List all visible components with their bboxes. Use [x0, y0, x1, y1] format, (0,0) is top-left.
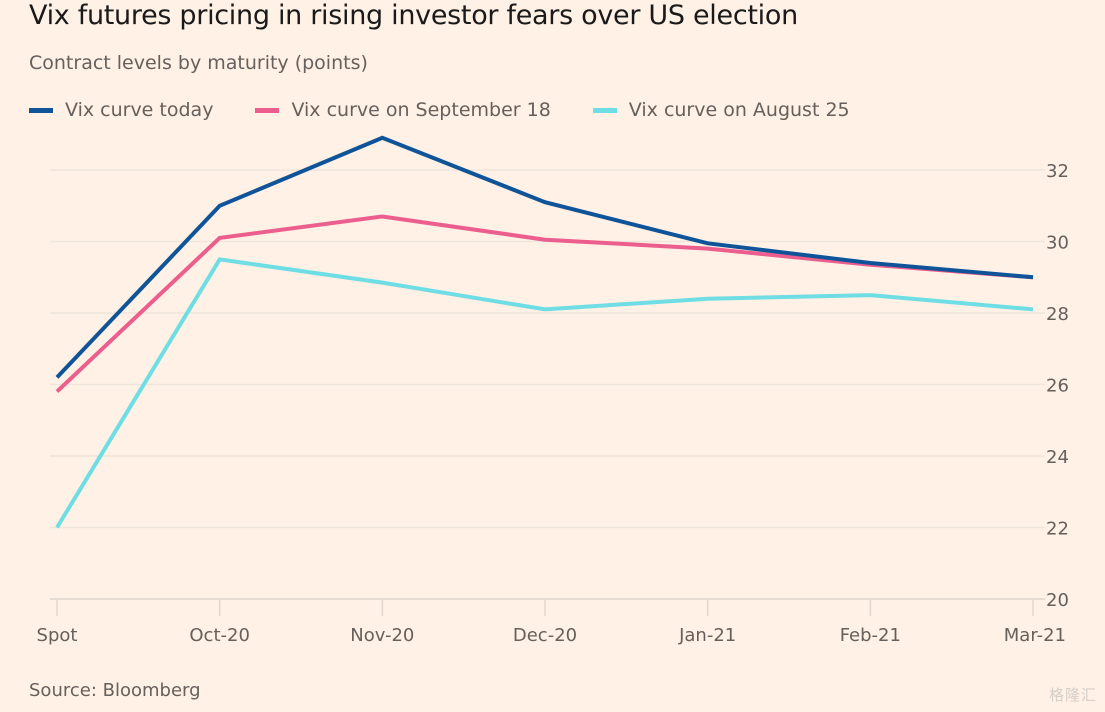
legend-swatch-august — [592, 107, 617, 113]
legend-swatch-today — [29, 107, 53, 113]
legend-swatch-september — [255, 107, 280, 113]
gridlines — [50, 169, 1045, 600]
series-line-september-18 — [55, 214, 1034, 394]
series-lines — [55, 135, 1034, 529]
legend: Vix curve today Vix curve on September 1… — [29, 99, 892, 121]
legend-item-august: Vix curve on August 25 — [592, 99, 850, 121]
x-tick-label: Spot — [37, 625, 78, 646]
watermark: 格隆汇 — [1048, 686, 1097, 704]
x-tick-label: Dec-20 — [513, 625, 577, 646]
y-tick-label: 24 — [1046, 447, 1069, 468]
source-note: Source: Bloomberg — [29, 680, 201, 701]
y-axis: 20 22 24 26 28 30 32 — [1046, 161, 1069, 611]
x-tick-label: Feb-21 — [840, 625, 901, 646]
x-tick-label: Oct-20 — [189, 625, 250, 646]
x-tick-label: Jan-21 — [678, 625, 736, 646]
chart-title: Vix futures pricing in rising investor f… — [29, 0, 798, 31]
y-tick-label: 22 — [1046, 519, 1069, 540]
y-tick-label: 30 — [1046, 233, 1069, 254]
x-tick-label: Mar-21 — [1004, 625, 1066, 646]
legend-item-september: Vix curve on September 18 — [255, 99, 551, 121]
x-tick-label: Nov-20 — [350, 625, 414, 646]
legend-label-august: Vix curve on August 25 — [628, 99, 850, 121]
series-line-today — [55, 135, 1034, 379]
y-tick-label: 26 — [1046, 376, 1069, 397]
legend-item-today: Vix curve today — [29, 99, 213, 121]
y-tick-label: 20 — [1046, 590, 1069, 611]
series-line-august-25 — [55, 257, 1034, 529]
y-tick-label: 28 — [1046, 304, 1069, 325]
legend-label-september: Vix curve on September 18 — [291, 99, 551, 121]
x-axis: Spot Oct-20 Nov-20 Dec-20 Jan-21 Feb-21 Mar-21 — [37, 599, 1066, 646]
chart-subtitle: Contract levels by maturity (points) — [29, 52, 368, 74]
legend-label-today: Vix curve today — [65, 99, 214, 121]
y-tick-label: 32 — [1046, 161, 1069, 182]
